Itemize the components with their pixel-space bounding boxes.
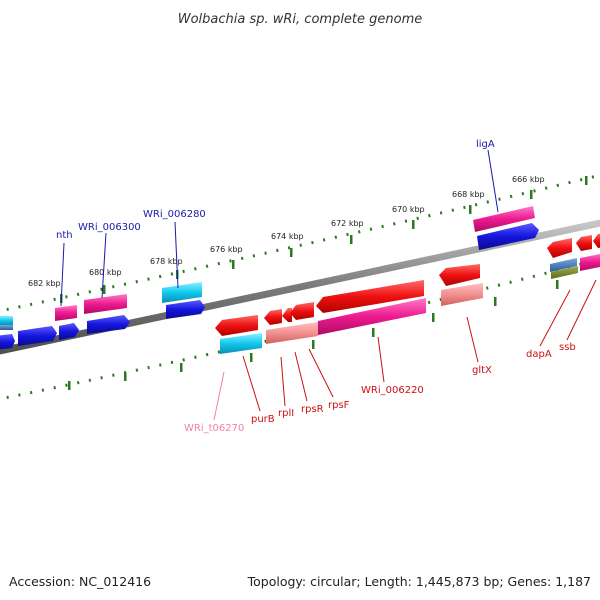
gene-steel[interactable] [0,325,13,330]
genome-summary-text: Topology: circular; Length: 1,445,873 bp… [247,574,591,589]
label-leaders [60,149,597,421]
leader-ligA [487,149,499,213]
ruler-tick [180,363,183,372]
gene-label-rplI[interactable]: rplI [278,408,294,419]
gene-steel[interactable] [550,258,577,272]
gene-magenta[interactable] [84,294,127,314]
ruler-tick [585,176,588,185]
gene-red[interactable] [547,238,572,258]
gene-label-rpsR[interactable]: rpsR [301,404,324,415]
tick-label: 674 kbp [271,232,304,241]
gene-label-WRi_006220[interactable]: WRi_006220 [361,385,424,396]
gene-label-dapA[interactable]: dapA [526,349,552,360]
leader-WRi_006300 [101,232,107,299]
gene-blue[interactable] [87,315,130,334]
gene-label-rpsF[interactable]: rpsF [328,400,350,411]
gene-label-gltX[interactable]: gltX [472,365,492,376]
gene-blue[interactable] [18,326,57,346]
leader-WRi_006280 [174,221,179,289]
ruler-tick [469,205,472,214]
gene-pink[interactable] [266,322,318,344]
ruler-tick [530,190,533,199]
gene-cyan[interactable] [162,282,202,303]
gene-red[interactable] [290,302,314,320]
gene-blue[interactable] [0,334,15,350]
bottom-strand-features [215,233,600,354]
leader-purB [242,355,261,412]
gene-label-ssb[interactable]: ssb [559,342,576,353]
ruler-tick [372,328,375,337]
tick-label: 680 kbp [89,268,122,277]
gene-red[interactable] [215,315,258,336]
gene-label-ligA[interactable]: ligA [476,139,495,150]
gene-pink[interactable] [441,283,483,306]
accession-text: Accession: NC_012416 [9,574,152,589]
gene-red[interactable] [282,308,292,322]
leader-dapA [539,289,571,347]
gene-label-WRi_006300[interactable]: WRi_006300 [78,222,141,233]
gene-red[interactable] [576,235,592,251]
tick-label: 670 kbp [392,205,425,214]
ruler-tick [494,297,497,306]
gene-olive[interactable] [551,266,578,279]
leader-rpsR [294,351,308,402]
tick-label: 682 kbp [28,279,61,288]
map-title: Wolbachia sp. wRi, complete genome [178,12,423,27]
ruler-tick [290,248,293,257]
leader-gltX [466,316,479,363]
ruler-track-bottom [0,257,600,401]
gene-blue[interactable] [59,323,79,340]
tick-label: 678 kbp [150,257,183,266]
gene-red[interactable] [593,233,600,248]
gene-blue[interactable] [477,223,539,250]
gene-red[interactable] [264,309,282,325]
gene-red[interactable] [439,264,480,286]
gene-cyan[interactable] [0,316,13,325]
gene-cyan[interactable] [220,333,262,354]
leader-rplI [280,356,286,407]
ruler-tick [312,340,315,349]
gene-blue[interactable] [166,300,205,319]
ruler-tick [232,260,235,269]
ruler-tick [412,220,415,229]
ruler-tick [124,372,127,381]
ruler-tick [68,381,71,390]
tick-label: 668 kbp [452,190,485,199]
gene-magenta[interactable] [55,305,77,321]
gene-label-WRi_t06270[interactable]: WRi_t06270 [184,423,244,434]
gene-magenta[interactable] [318,298,426,335]
ruler-tick [103,285,106,294]
leader-nth [60,242,65,307]
gene-magenta[interactable] [473,206,535,232]
tick-label: 672 kbp [331,219,364,228]
top-strand-features [0,206,539,350]
gene-red[interactable] [316,280,424,313]
leader-WRi_006220 [377,336,385,383]
leader-ssb [566,279,597,341]
tick-label: 676 kbp [210,245,243,254]
ruler-tick [432,313,435,322]
leader-WRi_t06270 [213,371,225,421]
gene-label-purB[interactable]: purB [251,414,275,425]
tick-label: 666 kbp [512,175,545,184]
ruler-tick [556,280,559,289]
ruler-tick [250,353,253,362]
gene-magenta[interactable] [580,253,600,271]
leader-rpsF [308,348,334,398]
ruler-tick [350,235,353,244]
gene-label-WRi_006280[interactable]: WRi_006280 [143,209,206,220]
ruler-track-top [0,173,600,313]
gene-label-nth[interactable]: nth [56,230,73,241]
